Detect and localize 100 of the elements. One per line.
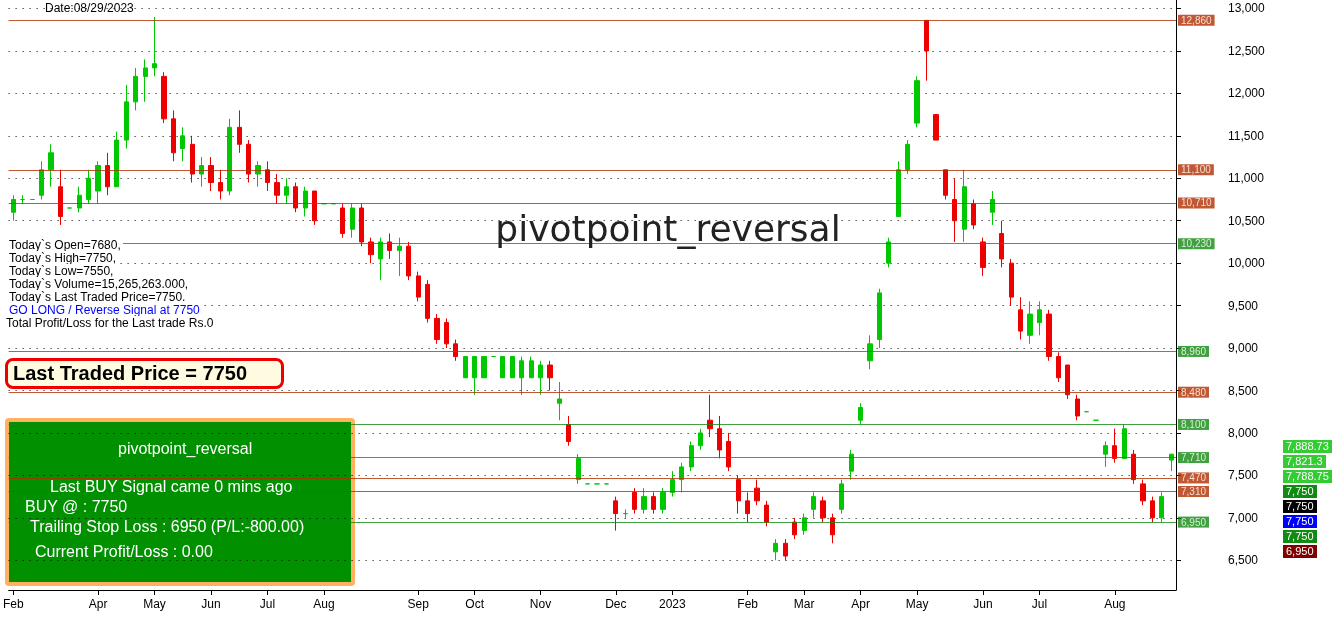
candlestick (218, 169, 223, 200)
y-tick-label: 6,500 (1228, 553, 1259, 568)
candlestick (707, 394, 713, 438)
ref-line-label: 10,710 (1181, 197, 1213, 209)
candlestick (463, 356, 468, 379)
candlestick (877, 288, 882, 349)
annotation: Today`s Open=7680, (7, 238, 123, 252)
candlestick (387, 232, 392, 260)
candlestick (971, 199, 976, 230)
y-tick-label: 11,000 (1228, 171, 1265, 186)
candlestick (359, 203, 364, 247)
candlestick (481, 356, 487, 379)
x-tick-label: Mar (793, 597, 815, 611)
y-tick-label: 13,000 (1228, 1, 1266, 16)
candlestick (246, 139, 251, 184)
candlestick (943, 169, 948, 200)
candlestick (830, 513, 835, 544)
ref-line-label: 12,860 (1181, 14, 1213, 26)
candlestick (858, 402, 863, 425)
candlestick (199, 156, 204, 188)
y-tick-label: 12,500 (1228, 43, 1266, 58)
candlestick (886, 237, 891, 268)
text: 7,750 (1283, 515, 1317, 528)
candlestick (547, 360, 553, 391)
candlestick (999, 220, 1004, 268)
x-tick-label: Apr (851, 597, 870, 611)
x-tick-label: Dec (605, 597, 627, 611)
text: 7,888.73 (1283, 440, 1332, 453)
candlestick (613, 496, 618, 532)
candlestick (764, 500, 769, 527)
x-tick-label: Apr (88, 597, 108, 611)
candlestick (180, 126, 185, 162)
candlestick (274, 173, 280, 205)
ref-line-label: 8,480 (1181, 386, 1207, 398)
candlestick (114, 131, 119, 188)
candlestick (1046, 309, 1052, 362)
candlestick (1140, 479, 1146, 506)
candlestick (839, 479, 844, 515)
candlestick (1075, 394, 1080, 421)
candlestick (312, 190, 317, 226)
candlestick (227, 118, 232, 196)
candlestick (472, 356, 477, 396)
annotation: GO LONG / Reverse Signal at 7750 (7, 303, 202, 317)
candlestick (152, 16, 157, 77)
candlestick (726, 432, 731, 472)
text: 7,788.75 (1283, 470, 1332, 483)
y-tick-label: 7,500 (1228, 468, 1259, 483)
x-tick-label: Feb (737, 597, 759, 611)
candlestick (77, 186, 82, 213)
text: 7,750 (1283, 530, 1317, 543)
annotation: Total Profit/Loss for the Last trade Rs.0 (4, 316, 216, 330)
candlestick (914, 75, 920, 128)
candlestick (416, 271, 421, 302)
candlestick (632, 487, 637, 515)
candlestick (86, 169, 91, 205)
y-tick-label: 10,500 (1228, 213, 1266, 228)
candlestick (1103, 440, 1108, 468)
candlestick (576, 453, 581, 485)
candlestick (133, 67, 138, 111)
candlestick (670, 470, 675, 498)
candlestick (792, 517, 797, 540)
annotation: Today`s High=7750, (7, 251, 119, 265)
annotation: Today`s Volume=15,265,263.000, (7, 277, 191, 291)
candlestick (641, 487, 647, 515)
candlestick (933, 114, 939, 141)
candlestick (378, 237, 383, 281)
candlestick (434, 313, 440, 345)
candlestick (566, 415, 571, 447)
candlestick (171, 109, 176, 162)
candlestick (538, 360, 543, 396)
x-tick-label: Aug (1104, 597, 1126, 611)
candlestick (980, 237, 986, 277)
annotation: Date:08/29/2023 (45, 1, 134, 15)
candlestick (736, 474, 741, 515)
candlestick (773, 538, 778, 561)
candlestick (679, 462, 684, 493)
candlestick (519, 356, 524, 396)
candlestick (1159, 491, 1164, 523)
x-tick-label: Jul (1031, 597, 1048, 611)
candlestick (1122, 423, 1127, 459)
candlestick (368, 237, 374, 264)
candlestick (293, 182, 298, 213)
ref-line-label: 10,230 (1181, 238, 1213, 250)
candlestick (698, 428, 703, 451)
y-tick-label: 12,000 (1228, 86, 1266, 101)
candlestick (48, 143, 54, 188)
candlestick (811, 491, 816, 519)
x-tick-label: May (905, 597, 929, 611)
candlestick (340, 203, 345, 239)
candlestick (1018, 296, 1023, 341)
candlestick (754, 479, 760, 506)
y-tick-label: 10,000 (1228, 256, 1266, 271)
candlestick (952, 177, 957, 243)
candlestick (1112, 428, 1117, 464)
candlestick (1065, 364, 1070, 400)
candlestick (557, 381, 562, 421)
candlestick (143, 58, 148, 103)
candlestick (397, 237, 402, 277)
x-tick-label: Aug (313, 597, 335, 611)
candlestick (350, 203, 355, 239)
